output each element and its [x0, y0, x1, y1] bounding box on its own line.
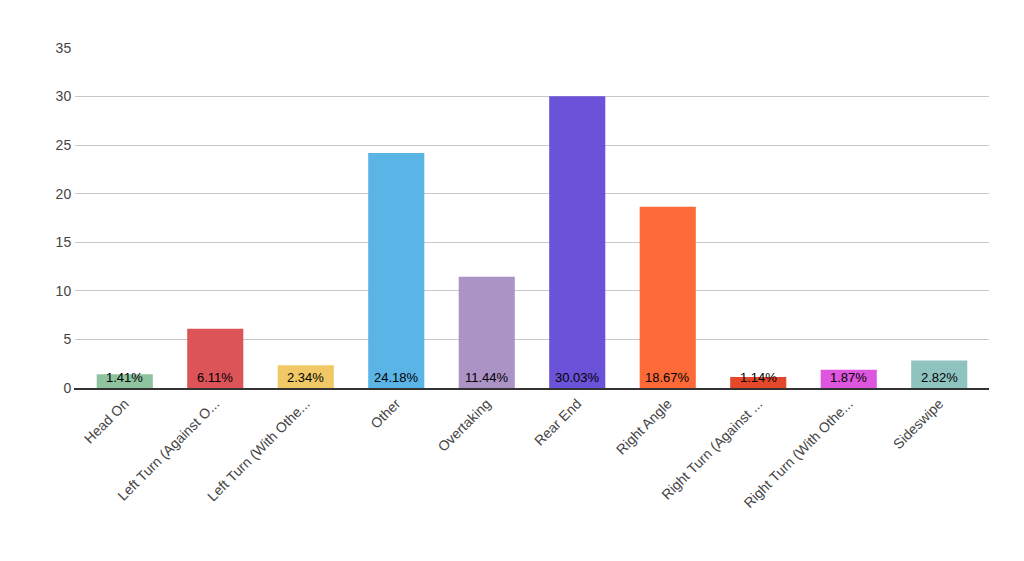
svg-text:11.44%: 11.44%	[465, 370, 509, 385]
svg-text:Sideswipe: Sideswipe	[890, 395, 947, 452]
svg-text:20: 20	[56, 186, 72, 202]
svg-text:18.67%: 18.67%	[645, 370, 690, 385]
svg-text:0: 0	[63, 380, 71, 396]
svg-text:2.34%: 2.34%	[287, 370, 324, 385]
svg-text:Other: Other	[367, 395, 403, 431]
svg-text:Overtaking: Overtaking	[435, 396, 494, 455]
svg-text:25: 25	[56, 137, 72, 153]
svg-text:35: 35	[56, 40, 72, 56]
svg-text:10: 10	[56, 283, 72, 299]
svg-text:6.11%: 6.11%	[197, 370, 233, 385]
svg-text:2.82%: 2.82%	[921, 370, 958, 385]
svg-text:1.41%: 1.41%	[106, 370, 143, 385]
svg-text:Rear End: Rear End	[531, 396, 584, 449]
svg-text:1.87%: 1.87%	[830, 370, 867, 385]
svg-text:15: 15	[56, 234, 72, 250]
svg-text:5: 5	[63, 331, 71, 347]
svg-text:30.03%: 30.03%	[555, 370, 600, 385]
svg-text:Left Turn (With Othe...: Left Turn (With Othe...	[204, 396, 313, 505]
svg-text:Right Turn (With Othe...: Right Turn (With Othe...	[740, 396, 855, 511]
svg-text:30: 30	[56, 88, 72, 104]
svg-text:Head On: Head On	[81, 396, 132, 447]
svg-text:Left Turn (Against O...: Left Turn (Against O...	[114, 396, 222, 504]
svg-text:24.18%: 24.18%	[374, 370, 419, 385]
svg-text:Right Angle: Right Angle	[613, 395, 675, 457]
svg-text:1.14%: 1.14%	[740, 370, 777, 385]
svg-text:Right Turn (Against ...: Right Turn (Against ...	[658, 396, 765, 503]
